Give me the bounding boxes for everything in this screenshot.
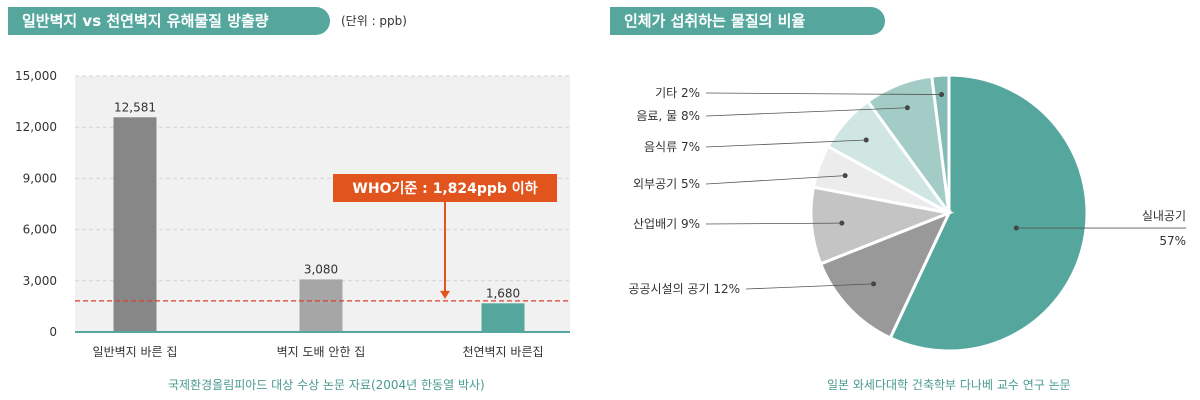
leader-dot bbox=[1013, 225, 1019, 231]
leader-line bbox=[705, 139, 867, 148]
pie-label: 음식류 7% bbox=[644, 140, 700, 154]
pie-slice bbox=[818, 210, 952, 340]
x-tick-label: 천연벽지 바른집 bbox=[462, 344, 543, 359]
pie-slice bbox=[811, 144, 950, 215]
leader-line bbox=[745, 283, 874, 290]
bar bbox=[299, 279, 343, 332]
bar-value-label: 3,080 bbox=[304, 262, 338, 276]
pie-slice bbox=[888, 73, 1089, 353]
leader-dot bbox=[939, 92, 945, 98]
bar-chart-title: 일반벽지 vs 천연벽지 유해물질 방출량 bbox=[8, 7, 330, 35]
leader-dot bbox=[871, 281, 877, 287]
leader-line bbox=[705, 107, 908, 117]
pie-label: 외부공기 5% bbox=[633, 177, 700, 191]
pie-label: 실내공기 bbox=[1142, 209, 1186, 223]
unit-label: (단위 : ppb) bbox=[341, 14, 407, 28]
leader-line bbox=[705, 175, 846, 185]
y-tick-label: 3,000 bbox=[23, 274, 57, 288]
y-tick-label: 6,000 bbox=[23, 223, 57, 237]
leader-dot bbox=[863, 137, 869, 143]
pie-slice bbox=[930, 73, 951, 214]
pie-label: 공공시설의 공기 12% bbox=[628, 282, 740, 296]
leader-dot bbox=[904, 105, 910, 111]
leader-dot bbox=[842, 173, 848, 179]
bar-chart: 0 3,000 6,000 9,000 12,000 15,000 12,581 일반벽지 바… bbox=[15, 69, 570, 359]
pie-value-label: 57% bbox=[1159, 234, 1186, 248]
pie-chart-title: 인체가 섭취하는 물질의 비율 bbox=[610, 7, 885, 35]
pie-label: 산업배기 9% bbox=[633, 217, 700, 231]
x-tick-label: 벽지 도배 안한 집 bbox=[277, 345, 366, 359]
y-tick-label: 12,000 bbox=[15, 120, 57, 134]
leader-line bbox=[705, 92, 942, 95]
pie-chart-source: 일본 와세다대학 건축학부 다나베 교수 연구 논문 bbox=[827, 378, 1071, 392]
threshold-callout-label: WHO기준 : 1,824ppb 이하 bbox=[352, 180, 537, 197]
bar-value-label: 1,680 bbox=[486, 286, 520, 300]
y-tick-label: 9,000 bbox=[23, 171, 57, 185]
bar-value-label: 12,581 bbox=[114, 100, 156, 114]
y-tick-label: 15,000 bbox=[15, 69, 57, 83]
callout-arrow-head bbox=[440, 290, 450, 299]
bar bbox=[113, 117, 157, 332]
bar-chart-source: 국제환경올림피아드 대상 수상 논문 자료(2004년 한동열 박사) bbox=[168, 378, 485, 392]
x-tick-label: 일반벽지 바른 집 bbox=[93, 345, 178, 359]
pie-slice bbox=[809, 185, 955, 266]
pie-label: 기타 2% bbox=[655, 86, 700, 100]
pie-label: 음료, 물 8% bbox=[636, 109, 700, 123]
leader-line bbox=[705, 222, 842, 225]
y-tick-label: 0 bbox=[49, 325, 57, 339]
pie-slice bbox=[826, 99, 951, 215]
bar bbox=[481, 303, 525, 332]
pie-slice bbox=[865, 74, 951, 214]
leader-dot bbox=[839, 220, 845, 226]
threshold-callout-box bbox=[333, 174, 557, 202]
